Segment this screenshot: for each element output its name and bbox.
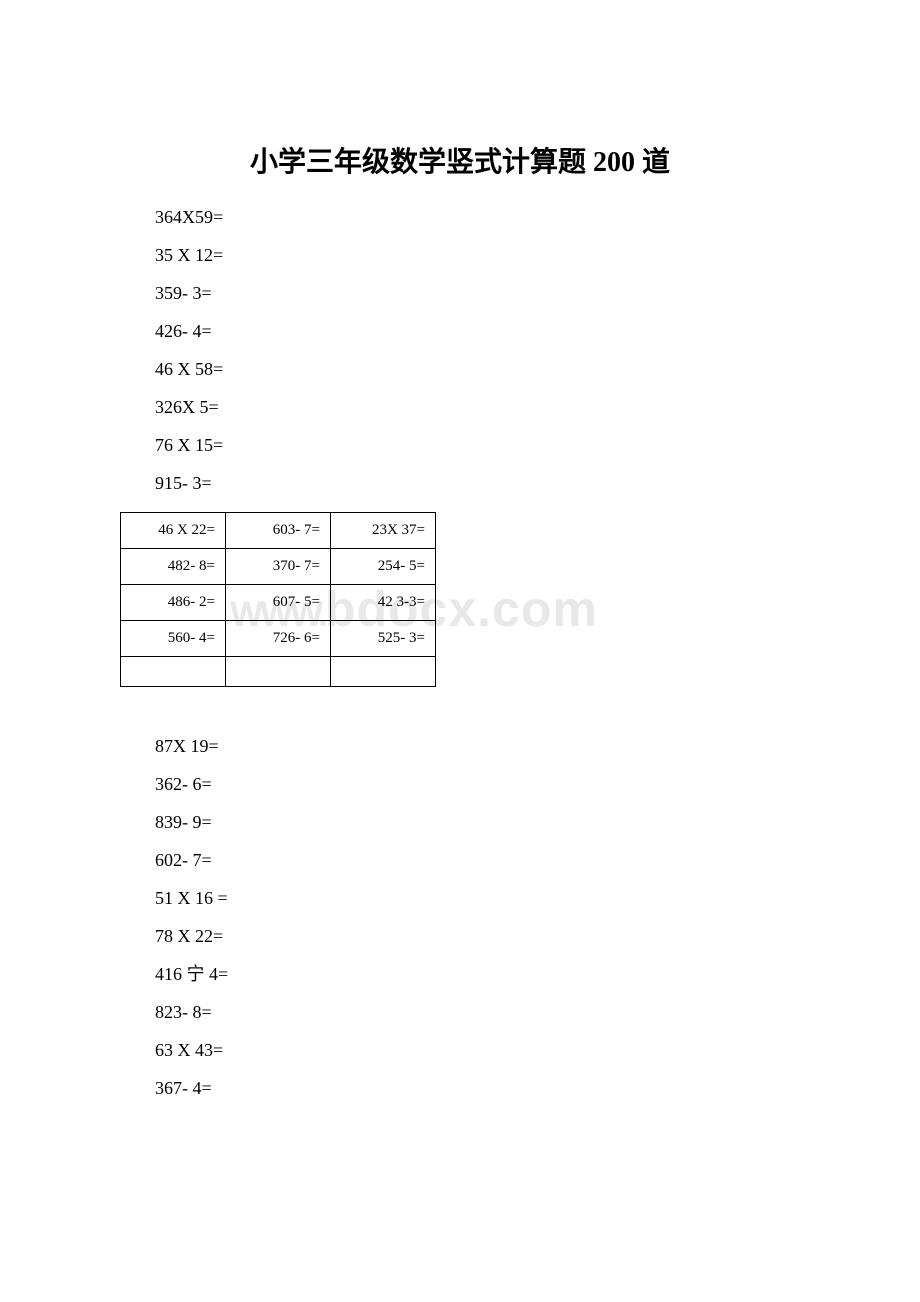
table-cell: 254- 5= (331, 549, 436, 585)
problem-item: 364X59= (155, 208, 765, 226)
table-row: 46 X 22= 603- 7= 23X 37= (121, 513, 436, 549)
problem-item: 76 X 15= (155, 436, 765, 454)
page-title: 小学三年级数学竖式计算题 200 道 (155, 140, 765, 180)
problem-item: 915- 3= (155, 474, 765, 492)
problem-item: 63 X 43= (155, 1041, 765, 1059)
problem-item: 35 X 12= (155, 246, 765, 264)
table-cell: 726- 6= (226, 621, 331, 657)
problem-item: 46 X 58= (155, 360, 765, 378)
problem-item: 78 X 22= (155, 927, 765, 945)
table-cell (331, 657, 436, 687)
problem-item: 51 X 16 = (155, 889, 765, 907)
problem-item: 359- 3= (155, 284, 765, 302)
table-cell: 482- 8= (121, 549, 226, 585)
table-cell: 42 3-3= (331, 585, 436, 621)
problem-item: 839- 9= (155, 813, 765, 831)
table-cell: 23X 37= (331, 513, 436, 549)
problem-item: 416 宁 4= (155, 965, 765, 983)
table-cell: 370- 7= (226, 549, 331, 585)
problems-bottom-list: 87X 19= 362- 6= 839- 9= 602- 7= 51 X 16 … (155, 737, 765, 1097)
table-row: 560- 4= 726- 6= 525- 3= (121, 621, 436, 657)
problem-item: 426- 4= (155, 322, 765, 340)
problems-top-list: 364X59= 35 X 12= 359- 3= 426- 4= 46 X 58… (155, 208, 765, 492)
problem-item: 823- 8= (155, 1003, 765, 1021)
table-cell: 46 X 22= (121, 513, 226, 549)
table-cell: 603- 7= (226, 513, 331, 549)
table-row: 486- 2= 607- 5= 42 3-3= (121, 585, 436, 621)
table-row: 482- 8= 370- 7= 254- 5= (121, 549, 436, 585)
problem-item: 87X 19= (155, 737, 765, 755)
table-cell (226, 657, 331, 687)
problem-item: 367- 4= (155, 1079, 765, 1097)
problem-item: 602- 7= (155, 851, 765, 869)
table-row (121, 657, 436, 687)
table-cell: 486- 2= (121, 585, 226, 621)
document-content: 小学三年级数学竖式计算题 200 道 364X59= 35 X 12= 359-… (155, 140, 765, 1097)
problem-item: 326X 5= (155, 398, 765, 416)
table-cell: 560- 4= (121, 621, 226, 657)
table-cell: 525- 3= (331, 621, 436, 657)
table-cell (121, 657, 226, 687)
problem-item: 362- 6= (155, 775, 765, 793)
table-cell: 607- 5= (226, 585, 331, 621)
problems-table: 46 X 22= 603- 7= 23X 37= 482- 8= 370- 7=… (120, 512, 436, 687)
